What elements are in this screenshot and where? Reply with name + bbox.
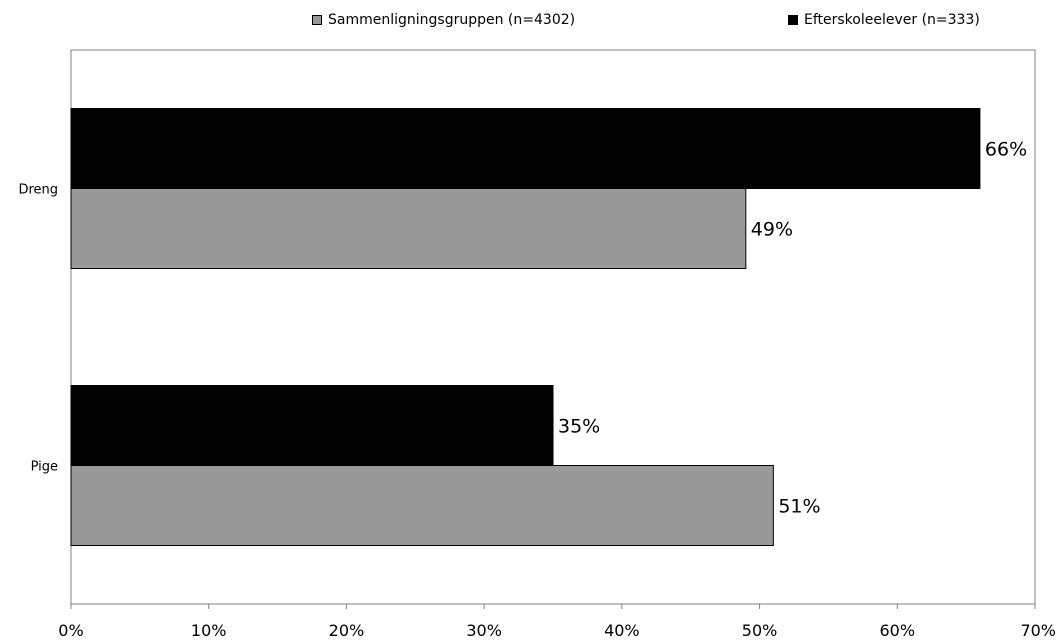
legend-item-efterskoleelever: Efterskoleelever (n=333): [788, 10, 980, 30]
bar-dreng-series-1: [70, 188, 747, 269]
data-label-pige-series-0: 35%: [558, 416, 600, 438]
bar-pige-series-1: [70, 465, 774, 546]
legend-label-efterskoleelever: Efterskoleelever (n=333): [804, 12, 980, 28]
bar-pige-series-0: [70, 385, 554, 466]
x-tick-label-40: 40%: [604, 621, 640, 640]
legend-swatch-black: [788, 15, 798, 25]
legend-swatch-gray: [312, 15, 322, 25]
x-tick-label-20: 20%: [329, 621, 365, 640]
x-tick-label-10: 10%: [191, 621, 227, 640]
x-tick-label-30: 30%: [466, 621, 502, 640]
legend-label-sammenligningsgruppen: Sammenligningsgruppen (n=4302): [328, 12, 576, 28]
x-tick-label-70: 70%: [1020, 621, 1056, 640]
plot-area-border: [70, 49, 1036, 605]
data-label-dreng-series-0: 66%: [985, 139, 1027, 161]
category-label-pige: Pige: [31, 460, 58, 475]
legend-item-sammenligningsgruppen: Sammenligningsgruppen (n=4302): [312, 10, 575, 30]
category-label-dreng: Dreng: [18, 183, 58, 198]
bar-dreng-series-0: [70, 108, 981, 189]
x-tick-label-0: 0%: [58, 621, 83, 640]
data-label-pige-series-1: 51%: [778, 496, 820, 518]
x-tick-label-60: 60%: [880, 621, 916, 640]
x-tick-label-50: 50%: [742, 621, 778, 640]
data-label-dreng-series-1: 49%: [751, 219, 793, 241]
